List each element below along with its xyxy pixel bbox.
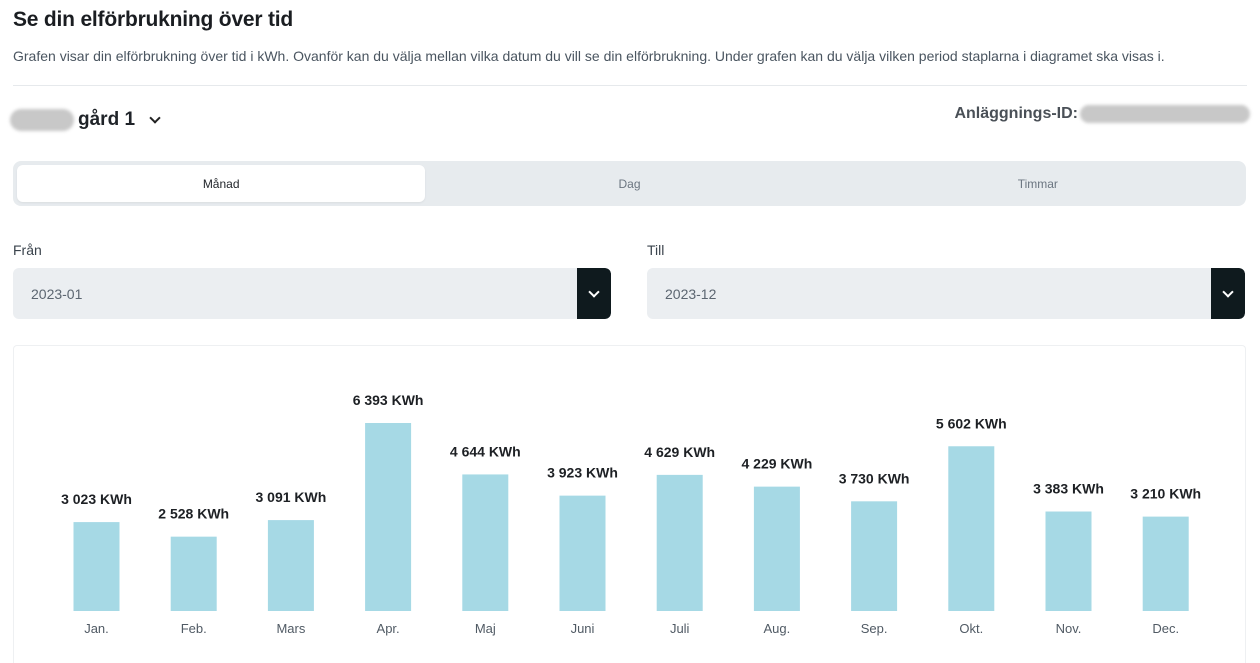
tab-day[interactable]: Dag (618, 176, 641, 191)
to-label: Till (647, 242, 665, 258)
tab-month[interactable]: Månad (17, 165, 426, 202)
bar-3[interactable] (365, 423, 412, 611)
bar-2[interactable] (267, 520, 314, 611)
tab-hours[interactable]: Timmar (1017, 176, 1058, 191)
x-tick-label: Dec. (1152, 621, 1179, 636)
site-name: gård 1 (78, 109, 136, 130)
bar-value-label: 3 923 KWh (547, 465, 618, 481)
bar-8[interactable] (851, 501, 898, 611)
bar-5[interactable] (559, 495, 606, 611)
x-tick-label: Feb. (181, 621, 207, 636)
period-tabs: Månad Dag Timmar (13, 161, 1246, 206)
site-selector[interactable]: gård 1 (10, 104, 161, 136)
bar-11[interactable] (1142, 516, 1189, 611)
page-title: Se din elförbrukning över tid (13, 8, 294, 31)
from-dropdown-button[interactable] (577, 268, 611, 319)
facility-id-label: Anläggnings-ID: (954, 105, 1078, 122)
x-tick-label: Nov. (1056, 621, 1082, 636)
redacted-site-prefix (10, 109, 74, 131)
bar-1[interactable] (170, 536, 217, 611)
bar-10[interactable] (1045, 511, 1092, 611)
bar-value-label: 3 023 KWh (61, 491, 132, 507)
chart-svg: 3 023 KWh Jan. 2 528 KWh Feb. 3 091 KWh Mars 6… (61, 392, 1201, 636)
x-tick-label: Juli (670, 621, 690, 636)
divider (13, 85, 1247, 86)
x-tick-label: Apr. (377, 621, 400, 636)
chevron-down-icon (588, 285, 600, 298)
from-label: Från (13, 242, 42, 258)
bar-4[interactable] (462, 474, 509, 611)
x-tick-label: Okt. (959, 621, 983, 636)
bar-value-label: 5 602 KWh (936, 415, 1007, 431)
bar-value-label: 3 210 KWh (1130, 486, 1201, 502)
redacted-facility-id (1080, 105, 1250, 123)
bar-value-label: 4 644 KWh (450, 443, 521, 459)
bar-7[interactable] (753, 486, 800, 611)
to-dropdown-button[interactable] (1211, 268, 1245, 319)
page-description: Grafen visar din elförbrukning över tid … (13, 48, 1165, 64)
x-tick-label: Juni (571, 621, 595, 636)
chevron-down-icon (149, 111, 161, 124)
bar-value-label: 2 528 KWh (158, 506, 229, 522)
x-tick-label: Jan. (84, 621, 109, 636)
to-value: 2023-12 (665, 285, 717, 302)
x-tick-label: Mars (276, 621, 305, 636)
bar-0[interactable] (73, 522, 120, 611)
x-tick-label: Sep. (861, 621, 888, 636)
chevron-down-icon (1222, 285, 1234, 298)
bar-value-label: 6 393 KWh (353, 392, 424, 408)
from-value: 2023-01 (31, 285, 83, 302)
bar-value-label: 4 629 KWh (644, 444, 715, 460)
from-select[interactable]: 2023-01 (13, 268, 611, 319)
facility-id: Anläggnings-ID: (954, 105, 1250, 123)
bar-value-label: 3 091 KWh (255, 489, 326, 505)
x-tick-label: Maj (475, 621, 496, 636)
bar-value-label: 3 730 KWh (839, 470, 910, 486)
consumption-chart: 3 023 KWh Jan. 2 528 KWh Feb. 3 091 KWh Mars 6… (13, 345, 1246, 663)
bar-9[interactable] (948, 446, 995, 611)
to-select[interactable]: 2023-12 (647, 268, 1245, 319)
bar-value-label: 3 383 KWh (1033, 481, 1104, 497)
bar-6[interactable] (656, 474, 703, 611)
bar-value-label: 4 229 KWh (741, 456, 812, 472)
x-tick-label: Aug. (764, 621, 791, 636)
